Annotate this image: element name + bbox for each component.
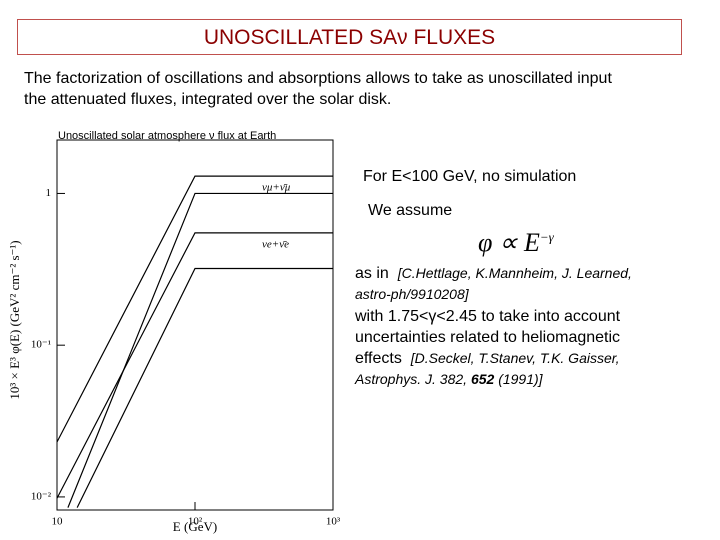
y-tick-label: 1 (46, 187, 52, 199)
ref-lead: effects (355, 350, 402, 367)
series-line (76, 267, 333, 508)
note: For E<100 GeV, no simulation (363, 168, 577, 185)
series-line (57, 175, 333, 443)
x-axis-label: E (GeV) (173, 519, 217, 534)
x-tick-label: 10³ (326, 516, 341, 528)
formula-main: φ ∝ E (478, 228, 540, 257)
y-tick-label: 10⁻¹ (31, 339, 51, 351)
legend-label: νμ+ν̄μ (262, 182, 291, 194)
series-line (57, 232, 333, 499)
chart: Unoscillated solar atmosphere ν flux at … (7, 130, 341, 534)
y-tick-label: 10⁻² (31, 490, 52, 502)
ref-lead: as in (355, 265, 389, 282)
intro-line: The factorization of oscillations and ab… (24, 70, 612, 87)
citation: Astrophys. J. 382, (355, 371, 471, 387)
citation: (1991)] (494, 371, 543, 387)
note: We assume (368, 202, 453, 219)
citation: [C.Hettlage, K.Mannheim, J. Learned, (397, 265, 632, 281)
x-tick-label: 10² (188, 516, 203, 528)
intro-line: the attenuated fluxes, integrated over t… (24, 91, 392, 108)
note: with 1.75<γ<2.45 to take into account (355, 308, 621, 325)
citation: astro-ph/9910208] (355, 286, 469, 302)
plot-frame (56, 139, 334, 511)
ref: effects [D.Seckel, T.Stanev, T.K. Gaisse… (355, 350, 620, 368)
x-tick-label: 10 (52, 516, 64, 528)
y-axis-label: 10³ × E³ φ(E) (GeV² cm⁻² s⁻¹) (7, 240, 22, 399)
formula-exponent: −γ (539, 229, 554, 245)
ref: as in [C.Hettlage, K.Mannheim, J. Learne… (355, 265, 632, 283)
citation: [D.Seckel, T.Stanev, T.K. Gaisser, (410, 350, 620, 366)
chart-title: Unoscillated solar atmosphere ν flux at … (58, 130, 276, 142)
formula: φ ∝ E−γ (478, 228, 554, 258)
slide-title: UNOSCILLATED SAν FLUXES (17, 19, 682, 55)
series-line (67, 192, 333, 508)
legend-label: νe+ν̄e (262, 238, 289, 250)
citation-bold: 652 (470, 371, 495, 387)
intro: The factorization of oscillations and ab… (24, 68, 612, 110)
citation: Astrophys. J. 382, 652 (1991)] (355, 371, 543, 387)
note: uncertainties related to heliomagnetic (355, 329, 621, 346)
